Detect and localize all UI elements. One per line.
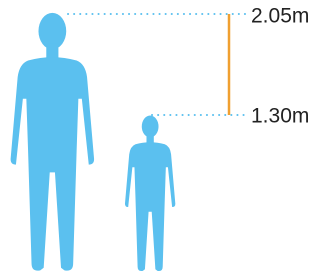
page: 2.05m 1.30m (() => { const data = JSON.p… [0,0,320,278]
height-label: 1.30m [251,105,309,128]
height-diagram: 2.05m 1.30m [0,0,313,278]
tall-person [11,13,94,271]
short-person [125,116,175,272]
height-label: 2.05m [251,5,309,28]
